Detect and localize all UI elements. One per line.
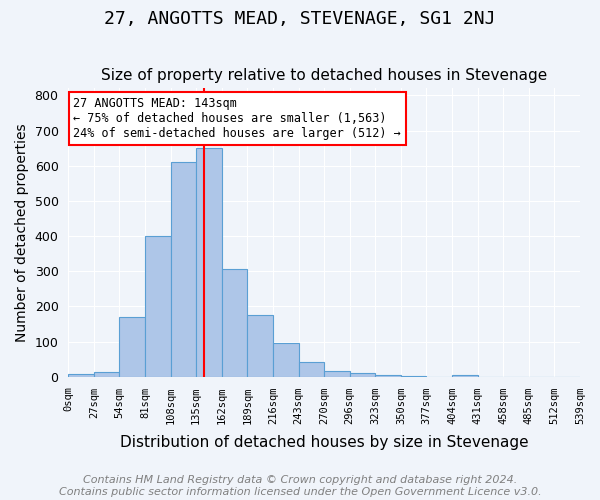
Text: 27, ANGOTTS MEAD, STEVENAGE, SG1 2NJ: 27, ANGOTTS MEAD, STEVENAGE, SG1 2NJ [104,10,496,28]
Bar [324,372,350,376]
Bar [170,162,196,376]
Title: Size of property relative to detached houses in Stevenage: Size of property relative to detached ho… [101,68,547,83]
Bar [94,372,119,376]
Bar [452,374,478,376]
Bar [350,373,376,376]
Bar [299,362,324,376]
Y-axis label: Number of detached properties: Number of detached properties [15,123,29,342]
Text: Contains HM Land Registry data © Crown copyright and database right 2024.
Contai: Contains HM Land Registry data © Crown c… [59,476,541,497]
Bar [247,315,273,376]
Bar [376,375,401,376]
Bar [222,270,247,376]
Bar [145,236,170,376]
Text: 27 ANGOTTS MEAD: 143sqm
← 75% of detached houses are smaller (1,563)
24% of semi: 27 ANGOTTS MEAD: 143sqm ← 75% of detache… [73,97,401,140]
Bar [68,374,94,376]
Bar [196,148,222,376]
Bar [119,317,145,376]
X-axis label: Distribution of detached houses by size in Stevenage: Distribution of detached houses by size … [120,435,529,450]
Bar [273,342,299,376]
